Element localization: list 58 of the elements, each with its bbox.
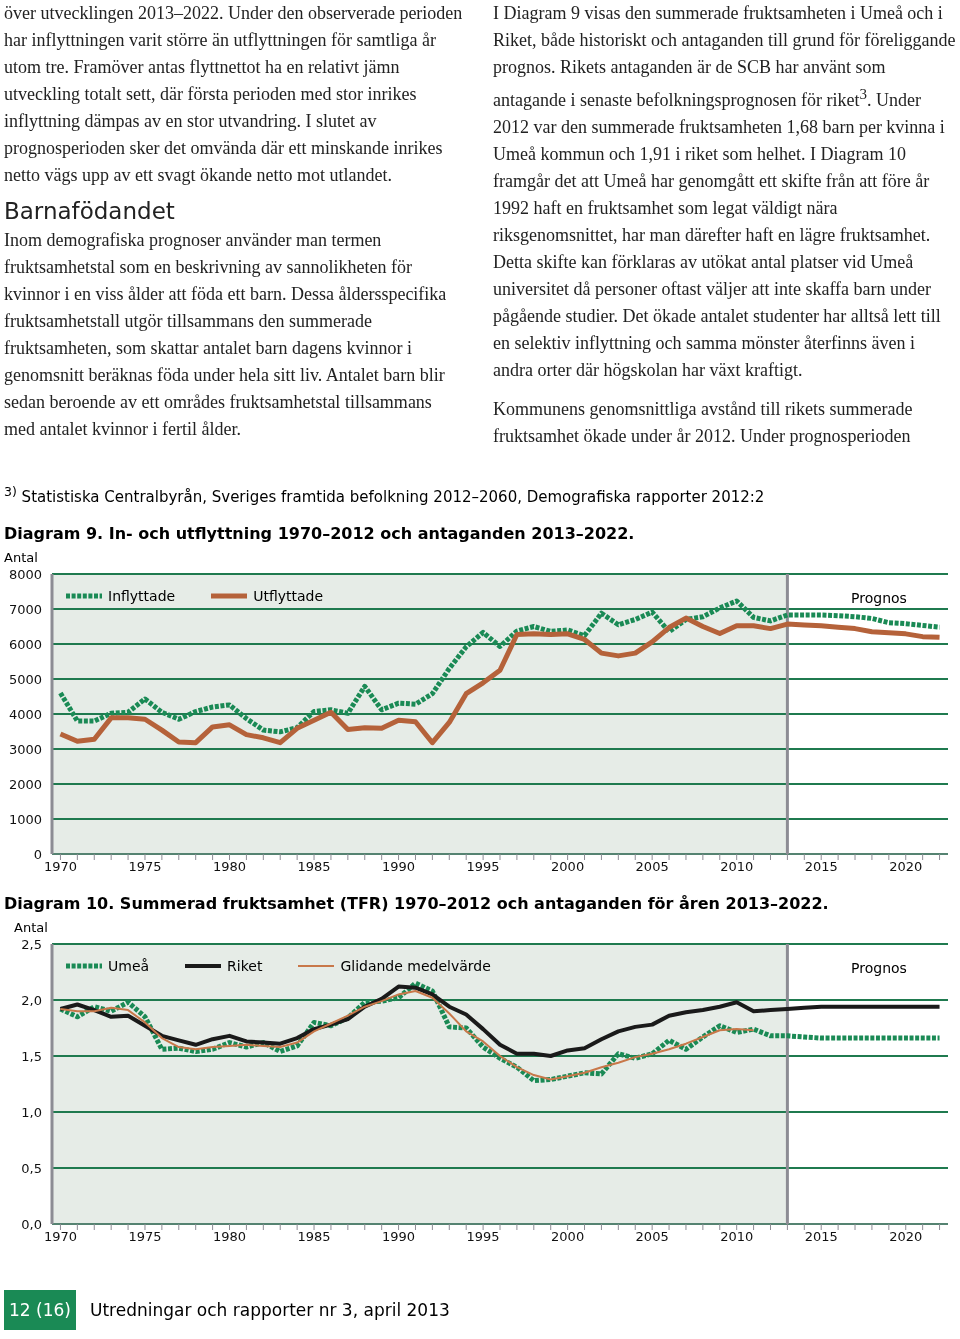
line-series: [58, 984, 942, 1058]
text: över utvecklingen 2013–2022. Under den observerade perioden har inflyttningen varit större än utflyttningen för samtliga år utom tre. Framöver antas flyttnettot ha en relativt jämn utveckling totalt sett, där första perioden med stor inrikes inflyttning dämpas av en stor utvandring. I slutet av prognosperioden sker det omvända där ett minskande inrikes netto vägs upp av ett svagt ökande netto mot utlandet.: [4, 2, 464, 187]
legend-label: Riket: [227, 958, 263, 974]
y-tick-label: 7000: [8, 601, 42, 617]
x-tick-label: 2020: [889, 1229, 923, 1245]
y-axis-title: Antal: [14, 920, 49, 936]
y-tick-label: 0: [33, 846, 42, 862]
annotation: Prognos: [850, 960, 908, 976]
x-tick-label: 1985: [297, 1229, 331, 1245]
x-tick-label: 1970: [43, 1229, 77, 1245]
text: Inom demografiska prognoser använder man termen fruktsamhetstal som en beskrivning av sannolikheten för kvinnor i en viss ålder att föda ett barn. Dessa åldersspecifika fruktsamhetstall utgör tillsammans den summerade fruktsamheten, som skattar antalet barn dagens kvinnor i genomsnitt beräknas föda under hela sitt liv. Antalet barn blir sedan beroende av ett områdes fruktsamhetstal tillsammans med antalet kvinnor i fertil ålder.: [4, 229, 448, 441]
y-axis-title: Antal: [4, 550, 39, 566]
x-tick-label: 1980: [212, 859, 247, 875]
y-tick-label: 4000: [8, 706, 42, 722]
legend-label: Utflyttade: [253, 588, 324, 604]
legend-label: Inflyttade: [108, 588, 176, 604]
x-tick-label: 2005: [635, 859, 669, 875]
y-tick-label: 2,0: [21, 992, 42, 1008]
y-tick-label: 6000: [8, 636, 42, 652]
x-tick-label: 2010: [720, 859, 754, 875]
x-tick-label: 1990: [382, 1229, 416, 1245]
x-tick-label: 1975: [128, 1229, 162, 1245]
legend-label: Glidande medelvärde: [340, 958, 491, 974]
y-tick-label: 1000: [8, 811, 42, 827]
text: $^{3)}$ Statistiska Centralbyrån, Sveriges framtida befolkning 2012–2060, Demografiska rapporter 2012:2: [4, 484, 766, 508]
x-tick-label: 2005: [635, 1229, 669, 1245]
text: Barnafödandet: [4, 197, 176, 226]
x-tick-label: 1970: [43, 859, 77, 875]
x-tick-label: 2010: [720, 1229, 754, 1245]
y-tick-label: 2,5: [21, 936, 42, 952]
chart-title: Diagram 9. In- och utflyttning 1970–2012 och antaganden 2013–2022.: [4, 524, 636, 545]
y-tick-label: 1,5: [21, 1048, 42, 1064]
x-tick-label: 1985: [297, 859, 331, 875]
x-tick-label: 2015: [804, 859, 838, 875]
y-tick-label: 5000: [8, 671, 42, 687]
legend-label: Umeå: [108, 958, 150, 974]
x-tick-label: 1995: [466, 1229, 500, 1245]
y-tick-label: 0,0: [21, 1216, 42, 1232]
y-tick-label: 2000: [8, 776, 42, 792]
text: Kommunens genomsnittliga avstånd till rikets summerade fruktsamhet ökade under år 2012. Under prognosperioden: [493, 398, 914, 448]
x-tick-label: 1995: [466, 859, 500, 875]
x-tick-label: 1990: [382, 859, 416, 875]
text: 12 (16): [4, 1290, 76, 1330]
x-tick-label: 1980: [212, 1229, 247, 1245]
x-tick-label: 2000: [551, 859, 585, 875]
x-tick-label: 2020: [889, 859, 923, 875]
text: I Diagram 9 visas den summerade fruktsamheten i Umeå och i Riket, både historiskt och antaganden till grund för föreliggande prognos. Rikets antaganden är de SCB har använt som antagande i senaste befolkningsprognosen för riket$^{3}$. Under 2012 var den summerade fruktsamheten 1,68 barn per kvinna i Umeå kommun och 1,91 i riket som helhet. I Diagram 10 framgår det att Umeå har genomgått ett skifte från att före år 1992 haft en fruktsamhet som legat väldigt nära riksgenomsnittet, har man därefter haft en lägre fruktsamhet. Detta skifte kan förklaras av utökat antal platser vid Umeå universitet då personer oftast väljer att inte skaffa barn under pågående studier. Det ökade antalet studenter har alltså lett till en selektiv inflyttning och samma mönster återfinns även i andra orter där högskolan har växt kraftigt.: [493, 3, 956, 380]
y-tick-label: 8000: [8, 566, 42, 582]
chart-title: Diagram 10. Summerad fruktsamhet (TFR) 1970–2012 och antaganden för åren 2013–2022.: [4, 894, 830, 915]
y-tick-label: 0,5: [21, 1160, 42, 1176]
y-tick-label: 3000: [8, 741, 42, 757]
text: Utredningar och rapporter nr 3, april 2013: [90, 1300, 450, 1320]
x-tick-label: 2000: [551, 1229, 585, 1245]
x-tick-label: 2015: [804, 1229, 838, 1245]
x-tick-label: 1975: [128, 859, 162, 875]
y-tick-label: 1,0: [21, 1104, 42, 1120]
line-series: [59, 990, 755, 1081]
annotation: Prognos: [850, 590, 908, 606]
